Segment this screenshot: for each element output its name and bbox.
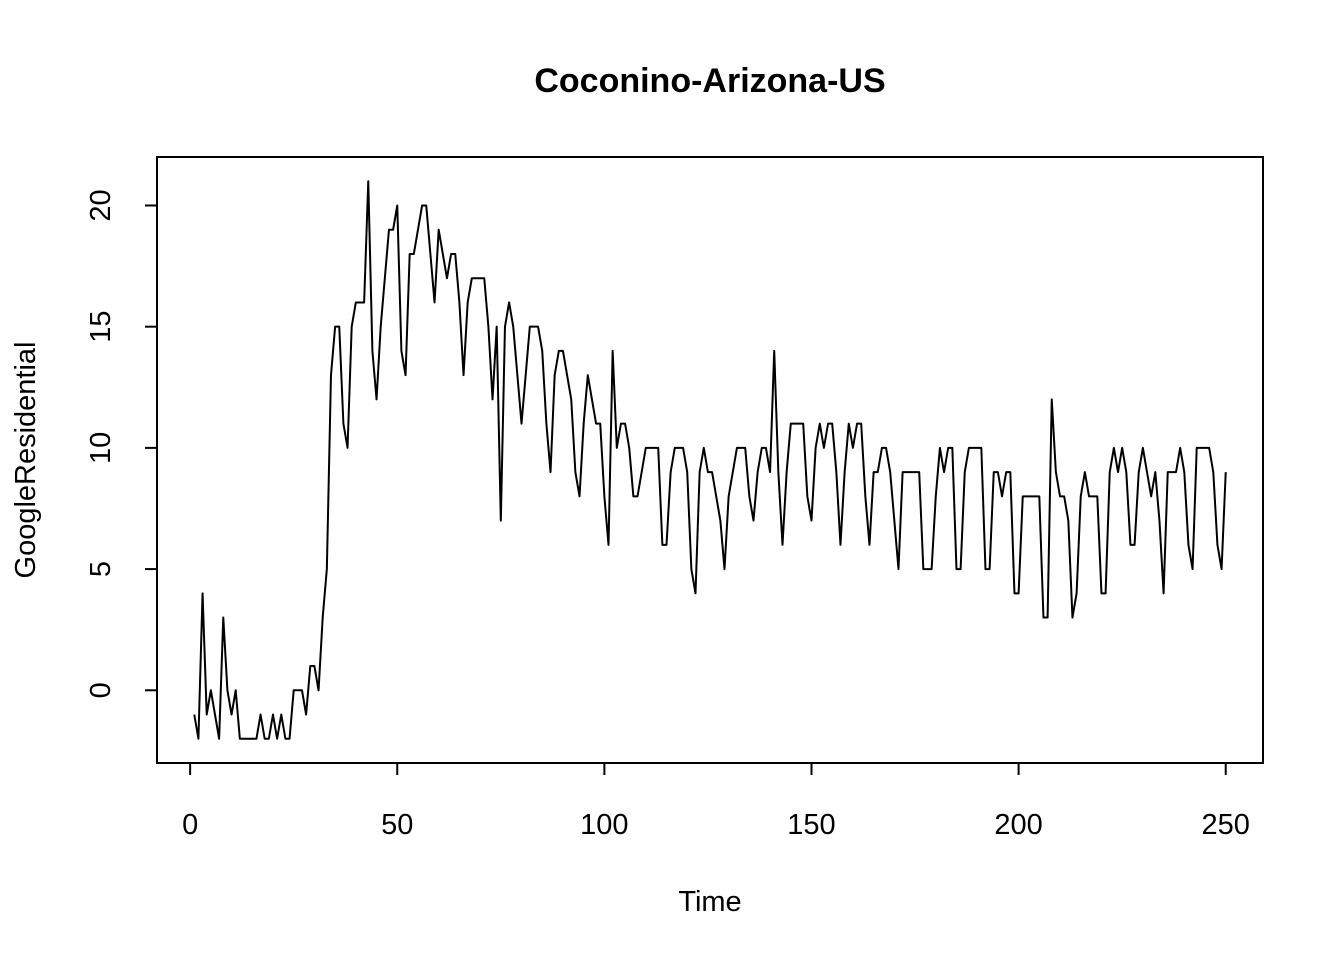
y-axis-label: GoogleResidential <box>10 342 42 579</box>
x-tick-label-200: 200 <box>994 809 1042 841</box>
plot-frame <box>156 156 1264 764</box>
x-tick-label-250: 250 <box>1202 809 1250 841</box>
chart-title: Coconino-Arizona-US <box>534 62 885 100</box>
x-axis: 0 50 100 150 200 250 <box>182 762 1250 841</box>
series-line-googleresidential <box>193 180 1227 740</box>
y-tick-label-15: 15 <box>85 311 117 343</box>
y-tick-label-10: 10 <box>85 432 117 464</box>
y-tick-label-20: 20 <box>85 189 117 221</box>
x-axis-label: Time <box>678 886 741 918</box>
x-tick-label-100: 100 <box>580 809 628 841</box>
y-tick-label-0: 0 <box>85 682 117 698</box>
y-tick-label-5: 5 <box>85 561 117 577</box>
x-tick-label-50: 50 <box>381 809 413 841</box>
x-tick-label-150: 150 <box>787 809 835 841</box>
y-axis: 0 5 10 15 20 <box>85 189 158 698</box>
x-tick-label-0: 0 <box>182 809 198 841</box>
